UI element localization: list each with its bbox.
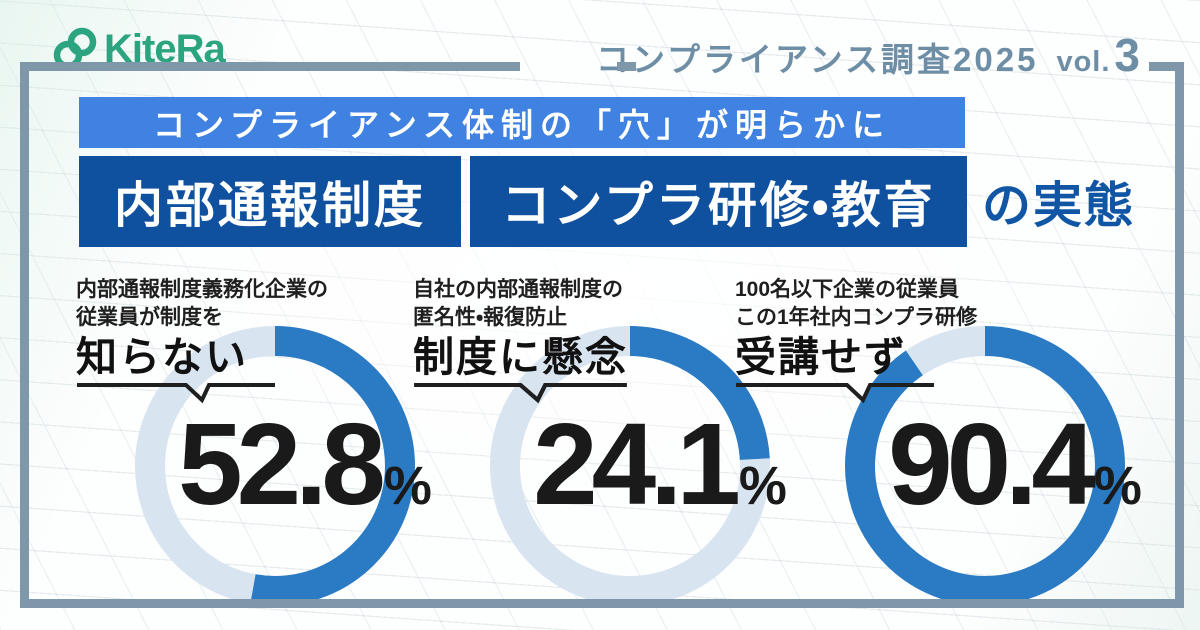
stat-value-3: 90.4% bbox=[888, 397, 1142, 531]
frame-border-bottom bbox=[20, 599, 1184, 608]
headline-box-whistleblowing: 内部通報制度 bbox=[79, 156, 461, 247]
survey-title: コンプライアンス調査2025 vol. 3 bbox=[596, 28, 1140, 82]
headline-box2-text: コンプラ研修・教育 bbox=[501, 179, 936, 233]
stat-value-3-number: 90.4 bbox=[888, 399, 1096, 529]
survey-title-text: コンプライアンス調査2025 bbox=[595, 41, 1039, 78]
donut-chart-1 bbox=[135, 326, 415, 606]
stat-label-2-keyword: 制度に懸念 bbox=[413, 334, 628, 381]
stat-value-2-number: 24.1 bbox=[533, 399, 741, 529]
stat-label-2: 自社の内部通報制度の 匿名性・報復防止 制度に懸念 bbox=[413, 276, 628, 404]
stat-label-3: 100名以下企業の従業員 この1年社内コンプラ研修 受講せず bbox=[735, 276, 978, 404]
stat-value-1: 52.8% bbox=[178, 397, 432, 531]
stat-label-1: 内部通報制度義務化企業の 従業員が制度を 知らない bbox=[76, 276, 328, 404]
stat-label-3-keyword-wrap: 受講せず bbox=[735, 334, 935, 404]
stat-label-2-keyword-wrap: 制度に懸念 bbox=[413, 334, 628, 404]
donut-chart-3 bbox=[845, 326, 1125, 606]
headline-suffix: の実態 bbox=[982, 179, 1136, 233]
headline-box-training: コンプラ研修・教育 bbox=[470, 156, 967, 247]
headline-banner: コンプライアンス体制の「穴」が明らかに bbox=[79, 97, 965, 148]
stat-label-1-keyword-wrap: 知らない bbox=[76, 334, 276, 404]
stat-label-3-line2: この1年社内コンプラ研修 bbox=[735, 305, 978, 329]
frame-border-right bbox=[1175, 62, 1184, 608]
stat-label-2-line2: 匿名性・報復防止 bbox=[413, 305, 568, 329]
stat-label-2-line1: 自社の内部通報制度の bbox=[413, 278, 623, 301]
stat-value-1-number: 52.8 bbox=[178, 399, 386, 529]
stat-label-1-keyword: 知らない bbox=[76, 334, 248, 381]
stat-label-3-keyword: 受講せず bbox=[735, 334, 907, 381]
callout-pointer-icon bbox=[736, 383, 934, 404]
stat-value-1-unit: % bbox=[383, 456, 432, 516]
stat-label-1-line2: 従業員が制度を bbox=[76, 305, 223, 329]
stat-value-3-unit: % bbox=[1093, 456, 1142, 516]
donut-chart-2 bbox=[490, 326, 770, 606]
stat-value-2-unit: % bbox=[738, 456, 787, 516]
callout-pointer-icon bbox=[414, 383, 627, 404]
stat-label-3-line1: 100名以下企業の従業員 bbox=[735, 278, 960, 301]
stat-value-2: 24.1% bbox=[533, 397, 787, 531]
survey-vol-label: vol. bbox=[1056, 46, 1111, 78]
frame-border-top-stub bbox=[1149, 62, 1184, 71]
survey-vol-number: 3 bbox=[1114, 29, 1140, 81]
callout-pointer-icon bbox=[77, 383, 275, 404]
headline-banner-text: コンプライアンス体制の「穴」が明らかに bbox=[152, 106, 892, 143]
stat-label-1-line1: 内部通報制度義務化企業の bbox=[76, 278, 328, 301]
headline-box1-text: 内部通報制度 bbox=[113, 179, 426, 233]
frame-border-top bbox=[20, 62, 520, 71]
frame-border-left bbox=[20, 62, 29, 608]
frame-border-top-dash bbox=[617, 62, 636, 71]
